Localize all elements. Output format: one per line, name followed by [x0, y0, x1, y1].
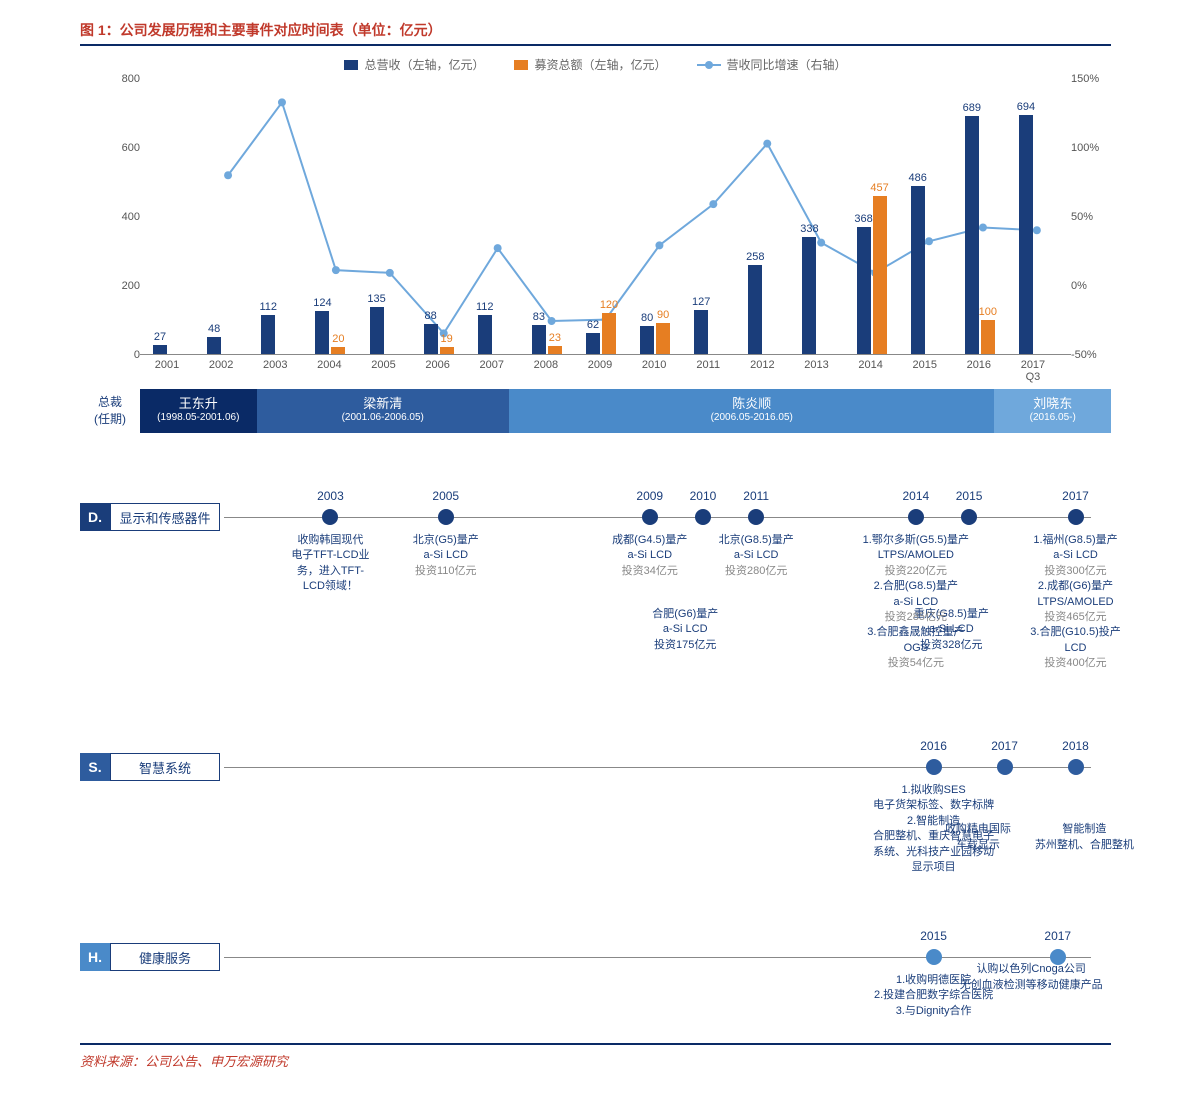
figure-title: 图 1：公司发展历程和主要事件对应时间表（单位：亿元）: [80, 20, 1111, 46]
combo-chart: 0200400600800 -50%0%50%100%150% 27481121…: [140, 79, 1071, 379]
chart-legend: 总营收（左轴，亿元） 募资总额（左轴，亿元） 营收同比增速（右轴）: [80, 56, 1111, 73]
source-line: 资料来源：公司公告、申万宏源研究: [80, 1043, 1111, 1070]
ceo-timeline: 总裁(任期) 王东升(1998.05-2001.06)梁新清(2001.06-2…: [80, 389, 1111, 433]
